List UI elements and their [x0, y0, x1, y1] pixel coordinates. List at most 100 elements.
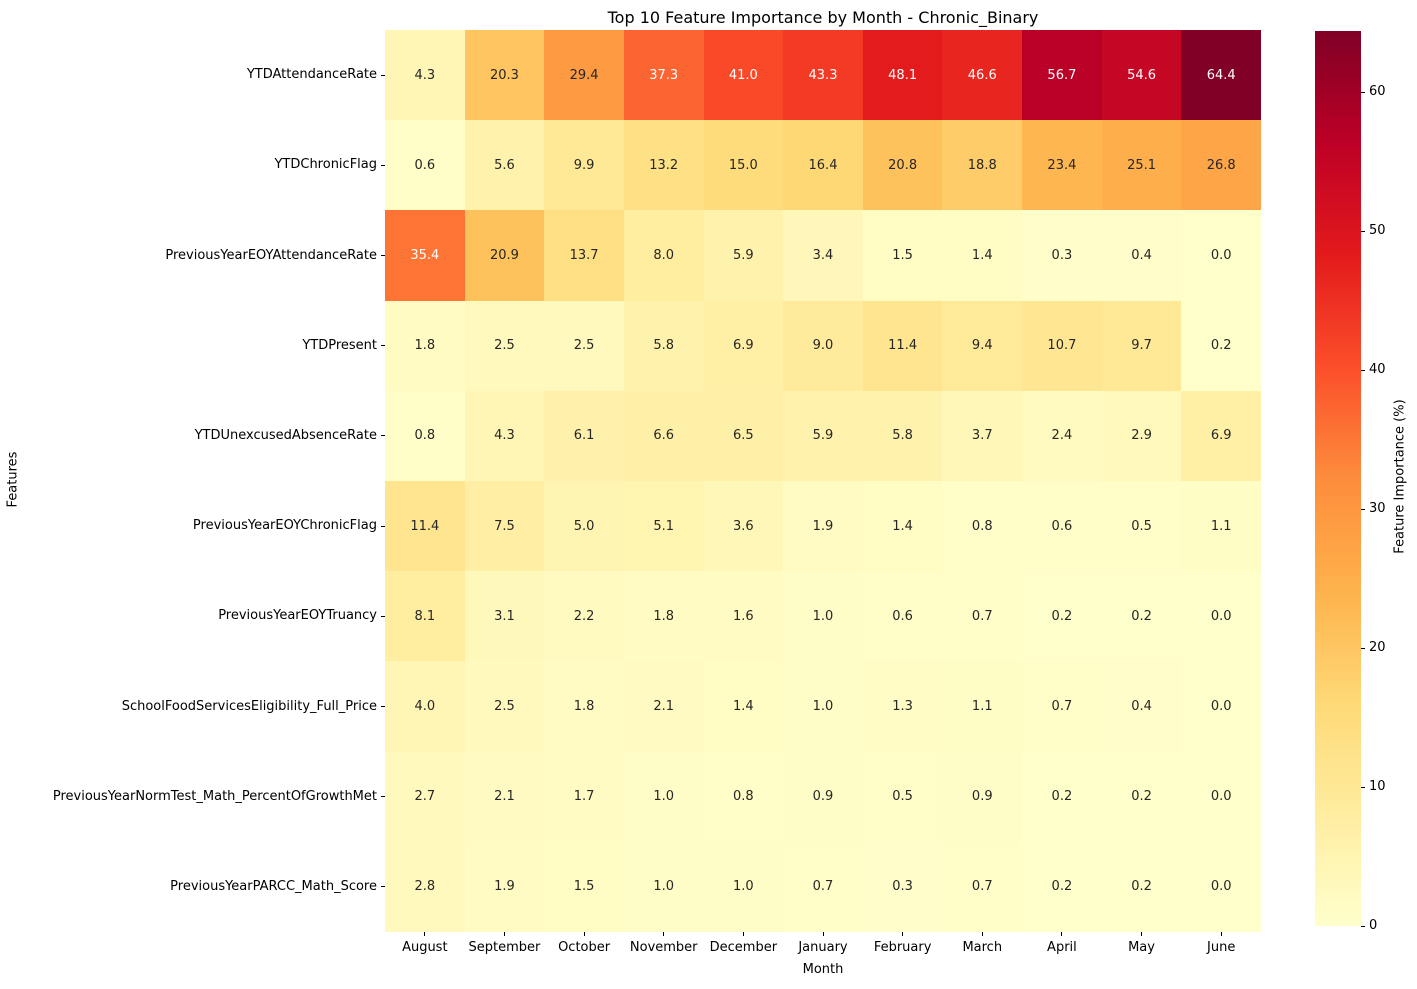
- axis-tick-mark: [1361, 925, 1365, 927]
- heatmap-cell: 5.6: [464, 120, 545, 211]
- heatmap-cell: 0.7: [1022, 661, 1102, 752]
- y-tick-label: PreviousYearEOYChronicFlag: [192, 518, 377, 534]
- axis-tick-mark: [381, 615, 385, 617]
- heatmap-cell: 1.4: [862, 480, 943, 572]
- y-tick-label: PreviousYearEOYAttendanceRate: [165, 247, 377, 263]
- heatmap-cell: 8.0: [623, 210, 704, 301]
- heatmap-cell: 0.7: [942, 841, 1023, 932]
- heatmap-cell: 0.0: [1181, 571, 1261, 662]
- x-tick-label: October: [558, 940, 611, 955]
- x-tick-label: May: [1128, 940, 1155, 955]
- axis-tick-mark: [381, 255, 385, 256]
- heatmap-cell: 16.4: [783, 120, 863, 211]
- heatmap-cell: 2.9: [1101, 390, 1182, 481]
- y-axis-label: Features: [5, 451, 21, 508]
- axis-tick-mark: [742, 932, 744, 936]
- colorbar-tick-label: 50: [1369, 223, 1386, 239]
- axis-tick-mark: [1220, 932, 1222, 936]
- y-tick-label: PreviousYearPARCC_Math_Score: [170, 878, 377, 894]
- y-tick-label: YTDAttendanceRate: [246, 67, 377, 83]
- x-tick-label: November: [629, 940, 698, 955]
- axis-tick-mark: [981, 932, 983, 936]
- heatmap-cell: 5.8: [862, 390, 943, 481]
- x-tick-label: March: [962, 940, 1003, 955]
- heatmap-cell: 1.0: [703, 841, 784, 932]
- heatmap-cell: 1.0: [783, 661, 863, 752]
- colorbar-tick-label: 40: [1369, 362, 1386, 378]
- heatmap-cell: 5.0: [544, 480, 624, 572]
- heatmap-cell: 13.7: [544, 210, 624, 301]
- colorbar-tick-label: 60: [1369, 84, 1386, 100]
- heatmap-cell: 2.1: [623, 661, 704, 752]
- heatmap-cell: 26.8: [1181, 120, 1261, 211]
- colorbar-tick-label: 10: [1369, 779, 1386, 795]
- axis-tick-mark: [822, 932, 824, 936]
- heatmap-cell: 5.9: [783, 390, 863, 481]
- heatmap-cell: 9.9: [544, 120, 624, 211]
- colorbar-label: Feature Importance (%): [1392, 399, 1408, 554]
- x-tick-label: December: [709, 940, 778, 955]
- axis-tick-mark: [1361, 786, 1365, 788]
- heatmap-cell: 2.5: [464, 300, 545, 391]
- heatmap-cell: 9.0: [783, 300, 863, 391]
- colorbar-tick-label: 20: [1369, 640, 1386, 656]
- heatmap-cell: 15.0: [703, 120, 784, 211]
- heatmap-cell: 9.4: [942, 300, 1023, 391]
- heatmap-cell: 7.5: [464, 480, 545, 572]
- axis-tick-mark: [663, 932, 665, 936]
- heatmap-cell: 48.1: [862, 30, 943, 121]
- x-tick-label: January: [798, 940, 848, 955]
- axis-tick-mark: [1061, 932, 1063, 936]
- heatmap-cell: 23.4: [1022, 120, 1102, 211]
- heatmap-cell: 3.6: [703, 480, 784, 572]
- x-tick-label: February: [873, 940, 932, 955]
- heatmap-cell: 0.0: [1181, 661, 1261, 752]
- y-tick-label: PreviousYearNormTest_Math_PercentOfGrowt…: [52, 788, 377, 804]
- x-tick-label: April: [1047, 940, 1077, 955]
- heatmap-cell: 35.4: [385, 210, 465, 301]
- colorbar-tick-label: 30: [1369, 501, 1386, 517]
- heatmap-cell: 2.5: [464, 661, 545, 752]
- heatmap-cell: 0.0: [1181, 751, 1261, 842]
- heatmap-cell: 2.8: [385, 841, 465, 932]
- axis-tick-mark: [1141, 932, 1143, 936]
- heatmap-cell: 43.3: [783, 30, 863, 121]
- heatmap-cell: 10.7: [1022, 300, 1102, 391]
- heatmap-cell: 0.2: [1101, 571, 1182, 662]
- axis-tick-mark: [381, 74, 385, 76]
- heatmap-cell: 0.9: [783, 751, 863, 842]
- axis-tick-mark: [1361, 230, 1365, 232]
- heatmap-cell: 0.7: [942, 571, 1023, 662]
- heatmap-cell: 0.6: [862, 571, 943, 662]
- heatmap-cell: 0.0: [1181, 210, 1261, 301]
- heatmap-cell: 0.2: [1181, 300, 1261, 391]
- heatmap-cell: 0.0: [1181, 841, 1261, 932]
- heatmap-cell: 13.2: [623, 120, 704, 211]
- axis-tick-mark: [381, 706, 385, 707]
- axis-tick-mark: [424, 932, 426, 936]
- heatmap-cell: 1.0: [623, 841, 704, 932]
- heatmap-cell: 2.2: [544, 571, 624, 662]
- heatmap-cell: 1.6: [703, 571, 784, 662]
- heatmap-cell: 0.8: [703, 751, 784, 842]
- heatmap-cell: 0.2: [1101, 841, 1182, 932]
- heatmap-cell: 3.7: [942, 390, 1023, 481]
- heatmap-cell: 4.0: [385, 661, 465, 752]
- heatmap-cell: 1.0: [623, 751, 704, 842]
- heatmap-cell: 5.8: [623, 300, 704, 391]
- axis-tick-mark: [381, 886, 385, 888]
- x-tick-label: September: [468, 940, 541, 955]
- heatmap-cell: 0.5: [862, 751, 943, 842]
- heatmap-cell: 1.8: [623, 571, 704, 662]
- y-tick-label: PreviousYearEOYTruancy: [218, 608, 377, 624]
- axis-tick-mark: [583, 932, 585, 936]
- heatmap-cell: 64.4: [1181, 30, 1261, 121]
- y-tick-label: YTDPresent: [302, 337, 377, 353]
- heatmap-cell: 3.1: [464, 571, 545, 662]
- y-tick-label: YTDChronicFlag: [274, 157, 377, 173]
- heatmap-cell: 8.1: [385, 571, 465, 662]
- axis-tick-mark: [1361, 91, 1365, 93]
- heatmap-cell: 2.1: [464, 751, 545, 842]
- heatmap-cell: 1.8: [544, 661, 624, 752]
